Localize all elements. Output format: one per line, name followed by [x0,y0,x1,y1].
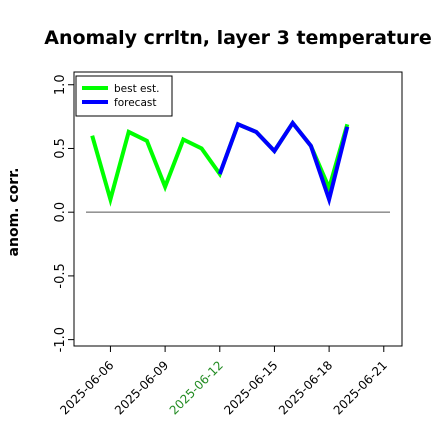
x-tick-label: 2025-06-06 [57,358,116,417]
x-tick-label: 2025-06-21 [331,358,390,417]
x-tick-label: 2025-06-15 [221,358,280,417]
x-tick-label: 2025-06-12 [167,358,226,417]
y-tick-label: -1.0 [53,327,68,352]
plot-frame [73,71,403,347]
y-tick-label: 0.0 [53,202,68,223]
legend-box [75,75,173,117]
series-line-best-est [90,119,350,207]
legend: best est. forecast [75,75,173,117]
y-tick-label: -0.5 [53,263,68,288]
x-tick-label: 2025-06-09 [112,358,171,417]
series-line-forecast [217,119,350,207]
y-axis-label: anom. corr. [6,168,22,257]
y-tick-label: 1.0 [53,74,68,95]
x-tick-label: 2025-06-18 [276,358,335,417]
legend-label-forecast: forecast [114,97,156,109]
plot-area: -1.0-0.50.00.51.02025-06-062025-06-09202… [53,71,403,417]
chart-title: Anomaly crrltn, layer 3 temperature [44,27,432,49]
y-tick-label: 0.5 [53,138,68,159]
legend-label-best-est: best est. [114,83,159,95]
